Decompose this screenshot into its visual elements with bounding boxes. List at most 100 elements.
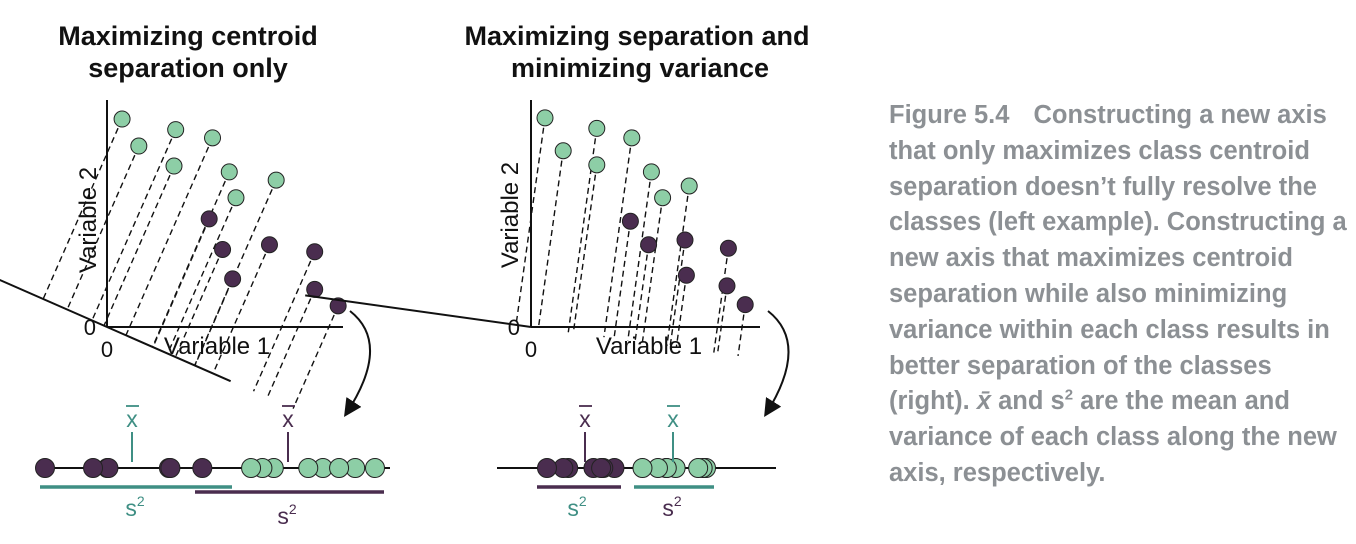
left-projection-line (194, 278, 234, 366)
left-projected-purple-point-4 (35, 458, 55, 478)
right-projection-line (572, 164, 598, 334)
left-projection-line (252, 251, 316, 392)
left-projected-points (35, 458, 385, 478)
right-purple-variance-label: s2 (662, 493, 682, 521)
left-projection-line (125, 137, 214, 336)
right-projected-green-point-4 (688, 458, 709, 478)
right-projected-purple-point-4 (591, 458, 612, 478)
left-y-axis-label: Variable 2 (75, 167, 102, 273)
left-projection-line (91, 129, 177, 321)
right-new-axis (305, 294, 532, 328)
right-projection-line (737, 304, 746, 357)
left-y-origin-label: 0 (84, 315, 96, 340)
right-projection-line (669, 239, 686, 347)
right-projection-lines (515, 117, 746, 357)
right-purple-point-1 (621, 212, 639, 230)
right-green-point-7 (680, 177, 698, 195)
left-purple-variance-label: s2 (277, 501, 297, 529)
left-purple-point-2 (214, 240, 232, 258)
figure-number: Figure 5.4 (889, 101, 1010, 129)
left-panel-title-line1: Maximizing centroid (58, 21, 318, 51)
right-projected-green-point-8 (632, 458, 653, 478)
right-purple-point-4 (719, 239, 737, 257)
left-projected-purple-point-3 (160, 458, 181, 478)
right-green-point-3 (588, 119, 606, 137)
right-purple-point-2 (640, 236, 658, 254)
right-projection-line (613, 221, 632, 339)
left-green-point-8 (227, 189, 245, 207)
left-green-point-7 (267, 171, 285, 189)
left-purple-point-7 (329, 297, 347, 315)
left-projected-green-point-6 (298, 458, 319, 478)
caption-and-word: and (998, 387, 1044, 416)
right-y-origin-label: 0 (508, 315, 520, 340)
right-projection-line (627, 171, 653, 341)
right-green-point-2 (554, 142, 572, 160)
left-green-mean-marker: x (126, 405, 139, 462)
right-purple-point-5 (677, 266, 695, 284)
left-panel: Maximizing centroid separation only 0 0 … (0, 21, 390, 529)
right-projection-line (641, 197, 664, 343)
left-projection-line (103, 165, 175, 326)
right-green-point-1 (536, 109, 554, 127)
right-panel-title-line2: minimizing variance (511, 53, 769, 83)
left-scatter-points (113, 110, 347, 315)
left-green-point-4 (204, 129, 222, 147)
right-green-point-6 (642, 163, 660, 181)
right-x-axis-label: Variable 1 (596, 333, 702, 360)
left-projection-line (292, 305, 339, 409)
right-green-variance-label: s2 (567, 493, 587, 521)
left-projection-arrow (344, 310, 371, 418)
left-purple-mean-marker: x (282, 405, 295, 462)
left-purple-point-1 (200, 210, 218, 228)
right-green-point-4 (623, 129, 641, 147)
left-green-point-1 (113, 110, 131, 128)
left-panel-title-line2: separation only (88, 53, 288, 83)
caption-text-end: are the mean and variance of each class … (889, 387, 1337, 487)
right-projection-line (716, 285, 728, 354)
left-projected-green-point-4 (365, 458, 385, 478)
left-purple-mean-label: x (282, 406, 294, 432)
right-projected-points (537, 458, 716, 478)
right-purple-mean-label: x (579, 406, 591, 432)
right-projection-line (675, 275, 688, 348)
left-purple-point-3 (260, 236, 278, 254)
left-projection-line (212, 244, 271, 374)
right-projection-line (603, 137, 633, 338)
caption-mean-symbol: x̄ (976, 387, 992, 416)
right-green-point-5 (588, 156, 606, 174)
right-green-mean-marker: x (667, 405, 680, 462)
right-scatter-points (536, 109, 754, 314)
left-projected-green-point-8 (241, 458, 262, 478)
right-panel: Maximizing separation and minimizing var… (305, 21, 810, 521)
right-y-axis-label: Variable 2 (497, 162, 524, 268)
right-purple-mean-marker: x (579, 405, 592, 462)
right-green-point-8 (654, 189, 672, 207)
right-purple-point-3 (676, 231, 694, 249)
left-purple-point-5 (306, 243, 324, 261)
left-green-mean-label: x (126, 406, 138, 432)
figure-caption: Figure 5.4 Constructing a new axis that o… (889, 98, 1349, 492)
left-purple-point-4 (224, 270, 242, 288)
left-projected-purple-point-5 (192, 458, 213, 478)
right-projection-line (634, 244, 650, 342)
right-panel-title-line1: Maximizing separation and (464, 21, 809, 51)
right-projection-arrow (764, 310, 790, 418)
right-purple-point-7 (736, 296, 754, 314)
right-x-origin-label: 0 (525, 337, 537, 362)
left-x-origin-label: 0 (101, 337, 113, 362)
right-projection-line (666, 185, 690, 347)
left-projected-purple-point-7 (83, 458, 104, 478)
left-green-point-5 (165, 157, 183, 175)
left-x-axis-label: Variable 1 (164, 333, 270, 360)
left-projection-line (42, 118, 123, 300)
left-projected-green-point-7 (329, 458, 350, 478)
caption-text: Constructing a new axis that only maximi… (889, 101, 1347, 416)
right-purple-point-6 (718, 277, 736, 295)
left-projection-line (152, 218, 210, 348)
left-new-axis (0, 278, 232, 383)
right-projection-line (537, 150, 564, 329)
right-projection-line (713, 248, 730, 353)
right-green-mean-label: x (667, 406, 679, 432)
